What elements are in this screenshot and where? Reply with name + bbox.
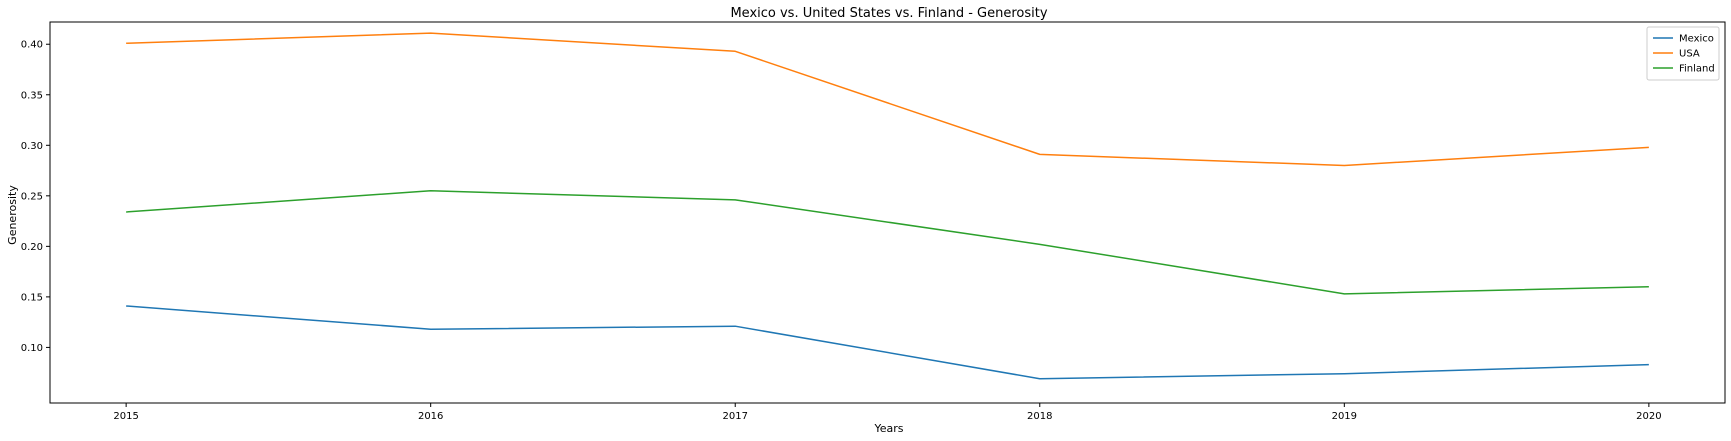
chart-title: Mexico vs. United States vs. Finland - G…	[730, 6, 1047, 21]
x-tick-label: 2017	[723, 411, 748, 422]
y-tick-label: 0.20	[21, 242, 43, 253]
y-tick-label: 0.35	[21, 90, 43, 101]
x-tick-label: 2015	[113, 411, 138, 422]
legend-box	[1646, 26, 1720, 81]
x-axis: 2015 2016 2017 2018 2019 2020	[113, 403, 1662, 422]
y-tick-label: 0.40	[21, 40, 43, 51]
legend: Mexico USA Finland	[1646, 26, 1720, 81]
legend-label-finland: Finland	[1679, 64, 1715, 75]
y-axis: 0.10 0.15 0.20 0.25 0.30 0.35 0.40	[21, 40, 50, 354]
plot-frame	[49, 21, 1726, 404]
legend-label-usa: USA	[1679, 49, 1700, 60]
y-tick-label: 0.25	[21, 191, 43, 202]
y-tick-label: 0.10	[21, 343, 43, 354]
x-tick-label: 2020	[1636, 411, 1661, 422]
x-tick-label: 2016	[418, 411, 443, 422]
series-line-finland	[126, 190, 1649, 295]
x-axis-label: Years	[873, 422, 903, 435]
series-line-usa	[126, 32, 1649, 167]
y-tick-label: 0.30	[21, 141, 43, 152]
legend-label-mexico: Mexico	[1679, 34, 1714, 45]
series-layer	[126, 32, 1649, 380]
x-tick-label: 2019	[1332, 411, 1357, 422]
series-line-mexico	[126, 305, 1649, 380]
y-axis-label: Generosity	[6, 185, 19, 245]
y-tick-label: 0.15	[21, 292, 43, 303]
x-tick-label: 2018	[1027, 411, 1052, 422]
plot-area	[49, 21, 1726, 404]
